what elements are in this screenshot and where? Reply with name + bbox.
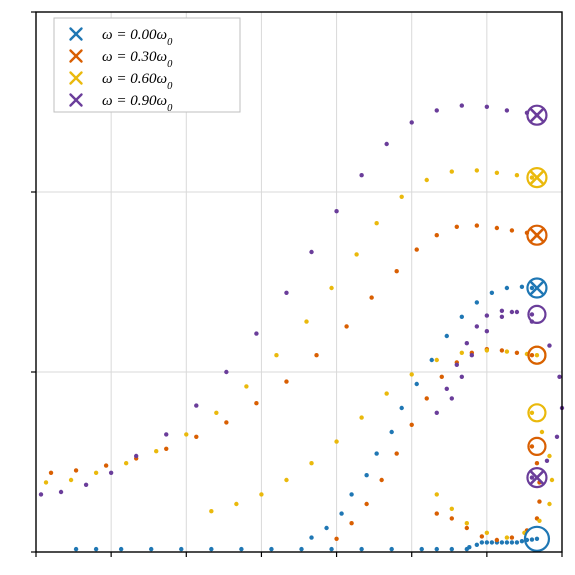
legend: ω = 0.00ω0ω = 0.30ω0ω = 0.60ω0ω = 0.90ω0 <box>54 18 240 114</box>
scatter-chart: ω = 0.00ω0ω = 0.30ω0ω = 0.60ω0ω = 0.90ω0 <box>0 0 575 575</box>
